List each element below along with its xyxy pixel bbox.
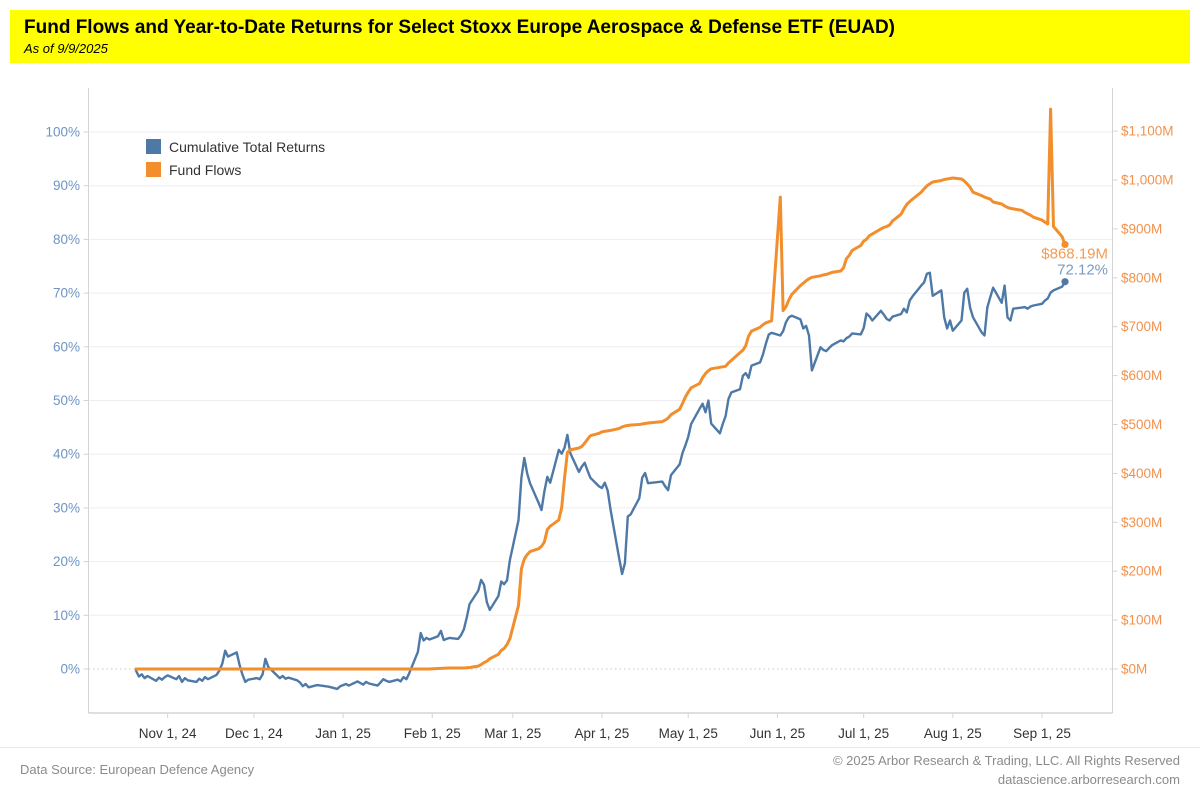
page-title: Fund Flows and Year-to-Date Returns for …	[24, 17, 896, 38]
y-right-tick-label: $1,100M	[1121, 124, 1174, 139]
returns-legend-swatch-icon	[146, 139, 161, 154]
y-right-tick-label: $500M	[1121, 417, 1162, 432]
end-value-annotation: 72.12%	[1057, 262, 1108, 279]
footer-legal: © 2025 Arbor Research & Trading, LLC. Al…	[833, 751, 1180, 789]
x-tick-label: Jun 1, 25	[750, 726, 806, 741]
copyright-text: © 2025 Arbor Research & Trading, LLC. Al…	[832, 753, 1180, 768]
header-banner: Fund Flows and Year-to-Date Returns for …	[10, 10, 1190, 63]
y-right-tick-label: $1,000M	[1121, 173, 1174, 188]
y-right-tick-label: $400M	[1121, 466, 1162, 481]
legend-item-label: Cumulative Total Returns	[169, 138, 326, 155]
legend-item-returns[interactable]: Cumulative Total Returns	[146, 135, 325, 158]
x-tick-label: Aug 1, 25	[924, 726, 982, 741]
x-tick-label: Feb 1, 25	[404, 726, 461, 741]
y-left-tick-label: 0%	[60, 662, 80, 677]
end-value-annotation: $868.19M	[1041, 245, 1108, 262]
y-right-tick-label: $100M	[1121, 613, 1162, 628]
y-left-tick-label: 20%	[53, 554, 80, 569]
x-tick-label: Dec 1, 24	[225, 726, 283, 741]
y-left-tick-label: 90%	[53, 178, 80, 193]
legend-item-flows[interactable]: Fund Flows	[146, 158, 325, 181]
flows-end-dot	[1061, 240, 1069, 249]
y-left-tick-label: 50%	[53, 393, 80, 408]
x-tick-label: Mar 1, 25	[484, 726, 541, 741]
footer-divider	[0, 747, 1200, 748]
y-left-tick-label: 30%	[53, 500, 80, 515]
y-right-tick-label: $900M	[1121, 221, 1162, 236]
chart-legend: Cumulative Total Returns Fund Flows	[146, 135, 325, 181]
x-tick-label: Apr 1, 25	[575, 726, 630, 741]
website-text: datascience.arborresearch.com	[997, 772, 1180, 787]
y-left-tick-label: 60%	[53, 339, 80, 354]
x-tick-label: Nov 1, 24	[139, 726, 197, 741]
y-right-tick-label: $600M	[1121, 368, 1162, 383]
y-left-tick-label: 70%	[53, 286, 80, 301]
returns-line[interactable]	[134, 271, 1067, 691]
y-left-tick-label: 80%	[53, 232, 80, 247]
x-tick-label: Jan 1, 25	[315, 726, 371, 741]
returns-end-dot	[1061, 278, 1069, 286]
y-right-tick-label: $0M	[1121, 662, 1147, 677]
chart-canvas[interactable]: 0% 10% 20% 30% 40% 50% 60% 70% 80% 90% 100% $0M $100…	[0, 0, 1200, 760]
y-right-tick-label: $700M	[1121, 319, 1162, 334]
x-tick-label: Jul 1, 25	[838, 726, 889, 741]
y-right-tick-label: $800M	[1121, 270, 1162, 285]
y-left-tick-label: 100%	[45, 125, 80, 140]
data-source-note: Data Source: European Defence Agency	[20, 762, 255, 777]
y-right-tick-label: $300M	[1121, 515, 1162, 530]
x-tick-label: May 1, 25	[659, 726, 718, 741]
y-left-tick-label: 40%	[53, 447, 80, 462]
y-left-tick-label: 10%	[53, 608, 80, 623]
flows-line[interactable]	[134, 107, 1067, 671]
x-tick-label: Sep 1, 25	[1013, 726, 1071, 741]
page-subtitle: As of 9/9/2025	[24, 41, 108, 56]
flows-legend-swatch-icon	[146, 162, 161, 177]
legend-item-label: Fund Flows	[169, 161, 242, 178]
y-right-tick-label: $200M	[1121, 564, 1162, 579]
